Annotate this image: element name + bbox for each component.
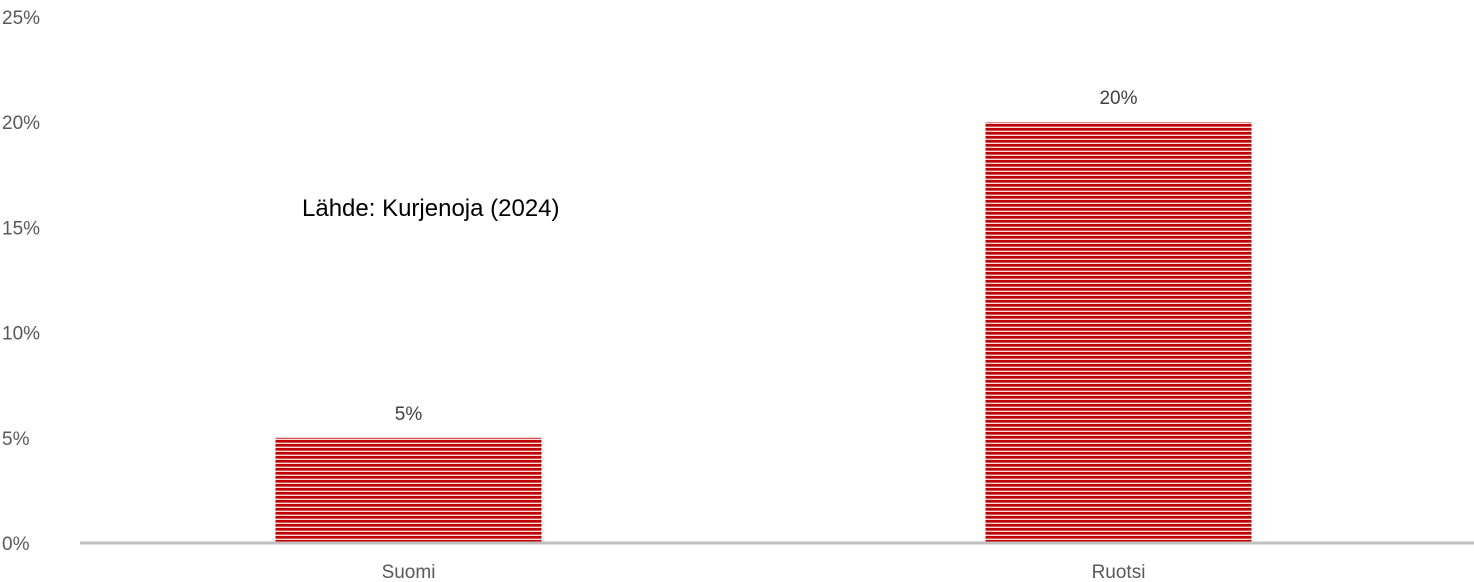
data-label-suomi: 5%	[395, 404, 423, 425]
y-tick-label: 25%	[2, 8, 40, 29]
y-tick-label: 0%	[2, 534, 30, 555]
data-label-ruotsi: 20%	[1099, 88, 1137, 109]
y-tick-label: 20%	[2, 113, 40, 134]
category-label-suomi: Suomi	[382, 562, 436, 582]
bar-ruotsi	[985, 122, 1252, 543]
category-labels-group: Suomi Ruotsi	[382, 562, 1146, 582]
y-tick-label: 10%	[2, 324, 40, 345]
data-labels-group: 5% 20%	[395, 88, 1138, 425]
y-tick-label: 15%	[2, 218, 40, 239]
bar-suomi	[275, 437, 542, 543]
bars-group	[275, 122, 1252, 543]
y-axis-tick-labels: 0% 5% 10% 15% 20% 25%	[2, 8, 40, 555]
y-tick-label: 5%	[2, 429, 30, 450]
source-annotation: Lähde: Kurjenoja (2024)	[302, 195, 560, 222]
category-label-ruotsi: Ruotsi	[1092, 562, 1146, 582]
